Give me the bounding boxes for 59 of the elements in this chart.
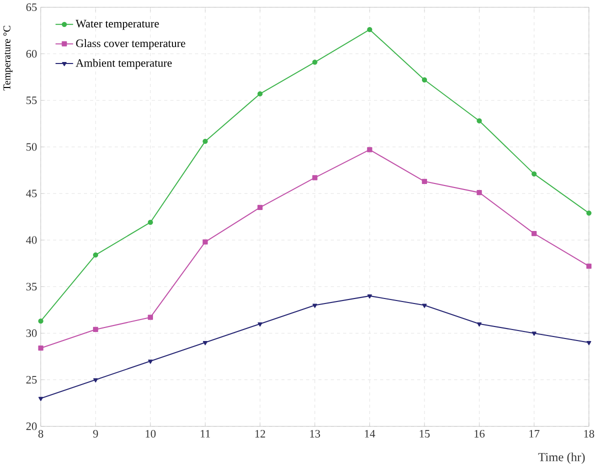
y-tick-label: 50 <box>26 143 37 151</box>
point <box>586 210 592 216</box>
point <box>258 322 262 326</box>
y-tick-label: 65 <box>26 3 37 11</box>
x-tick-label: 11 <box>200 430 210 438</box>
point <box>93 252 98 258</box>
x-axis-title: Time (hr) <box>538 452 585 464</box>
legend-label: Water temperature <box>76 20 159 30</box>
point <box>476 322 482 326</box>
x-tick-label: 16 <box>474 430 485 438</box>
point <box>476 118 482 124</box>
x-tick-label: 12 <box>255 430 266 438</box>
point <box>93 378 98 382</box>
point <box>257 204 263 210</box>
y-axis-title: Temperature °C <box>3 26 12 90</box>
legend-label: Ambient temperature <box>76 58 172 69</box>
y-tick-label: 30 <box>26 329 37 337</box>
point <box>202 239 208 244</box>
x-tick-label: 17 <box>529 430 540 438</box>
x-tick-label: 8 <box>38 430 44 438</box>
y-tick-label: 60 <box>26 50 37 58</box>
y-tick-label: 55 <box>26 96 37 104</box>
point <box>532 171 537 176</box>
x-tick-label: 13 <box>310 430 320 438</box>
point <box>586 340 592 345</box>
point <box>532 332 536 336</box>
x-tick-label: 18 <box>584 430 594 438</box>
legend-label: Glass cover temperature <box>76 39 186 50</box>
y-tick-label: 45 <box>26 190 37 198</box>
point <box>312 304 318 308</box>
point <box>367 26 372 32</box>
point <box>476 190 482 196</box>
point <box>202 138 208 144</box>
point <box>38 396 44 401</box>
x-tick-label: 14 <box>365 430 376 438</box>
point <box>422 304 427 308</box>
y-tick-label: 25 <box>26 376 37 384</box>
point <box>148 314 153 320</box>
y-tick-label: 35 <box>26 282 37 290</box>
point <box>312 60 318 65</box>
point <box>93 326 98 332</box>
point <box>148 220 153 225</box>
point <box>367 294 372 298</box>
point <box>202 340 208 345</box>
y-tick-label: 20 <box>26 422 37 430</box>
x-tick-label: 10 <box>146 430 156 438</box>
point <box>312 174 318 180</box>
point <box>367 147 372 152</box>
point <box>257 91 263 96</box>
x-tick-label: 15 <box>420 430 430 438</box>
point <box>38 318 44 324</box>
point <box>148 360 153 364</box>
point <box>422 178 428 184</box>
point <box>532 230 537 236</box>
point <box>38 345 44 351</box>
point <box>422 77 428 82</box>
point <box>586 263 592 269</box>
x-tick-label: 9 <box>93 430 98 438</box>
y-tick-label: 40 <box>26 236 37 244</box>
